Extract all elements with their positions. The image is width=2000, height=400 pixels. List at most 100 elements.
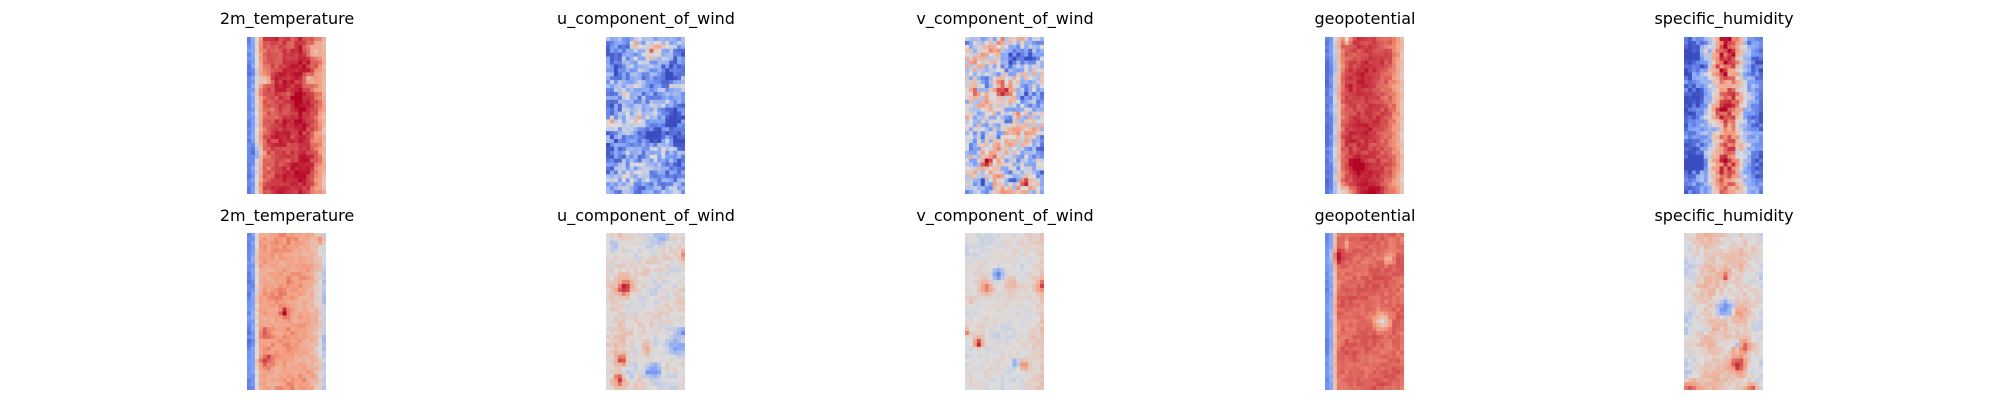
heatmap-cell	[1040, 76, 1044, 81]
heatmap-cell	[661, 40, 666, 46]
heatmap-cell	[1711, 119, 1716, 124]
heatmap-cell	[1711, 99, 1716, 105]
heatmap-cell	[247, 127, 252, 132]
heatmap-cell	[669, 84, 674, 89]
heatmap-cell	[992, 170, 997, 175]
heatmap-cell	[250, 107, 256, 112]
heatmap-cell	[258, 37, 264, 42]
heatmap-cell	[1731, 127, 1736, 132]
heatmap-cell	[1691, 174, 1697, 179]
heatmap-cell	[1388, 48, 1393, 54]
heatmap-cell	[254, 327, 260, 332]
heatmap-cell	[1731, 123, 1736, 128]
heatmap-cell	[657, 154, 662, 160]
heatmap-cell	[984, 146, 990, 152]
heatmap-cell	[1735, 190, 1740, 194]
heatmap-cell	[1747, 88, 1752, 93]
heatmap-cell	[247, 260, 252, 265]
heatmap-cell	[1344, 150, 1350, 156]
heatmap-cell	[965, 68, 970, 73]
heatmap-cell	[1727, 170, 1732, 175]
heatmap-cell	[1348, 48, 1354, 54]
heatmap-cell	[661, 178, 666, 183]
heatmap-cell	[1328, 135, 1334, 140]
heatmap-cell	[1340, 139, 1346, 144]
heatmap-cell	[673, 95, 678, 101]
heatmap-cell	[1759, 52, 1763, 58]
heatmap-cell	[677, 178, 682, 183]
heatmap-cell	[1368, 99, 1373, 105]
heatmap-cell	[972, 37, 978, 42]
heatmap-cell	[1364, 127, 1369, 132]
heatmap-cell	[681, 248, 685, 254]
heatmap-cell	[617, 182, 623, 187]
heatmap-cell	[657, 48, 662, 54]
heatmap-cell	[1325, 60, 1330, 65]
heatmap-cell	[1372, 48, 1377, 54]
heatmap-cell	[1040, 111, 1044, 116]
heatmap-cell	[665, 52, 670, 58]
heatmap-cell	[1352, 103, 1357, 109]
heatmap-cell	[1360, 178, 1365, 183]
heatmap-cell	[1684, 68, 1689, 73]
heatmap-cell	[1400, 135, 1404, 140]
heatmap-cell	[1360, 84, 1365, 89]
heatmap-cell	[306, 366, 311, 371]
heatmap-cell	[1723, 111, 1728, 116]
heatmap-cell	[649, 44, 654, 50]
heatmap-cell	[278, 323, 283, 328]
heatmap-cell	[294, 280, 299, 285]
heatmap-cell	[657, 190, 662, 194]
heatmap-cell	[314, 170, 319, 175]
heatmap-cell	[1731, 107, 1736, 112]
heatmap-cell	[1336, 72, 1342, 77]
heatmap-cell	[1016, 162, 1021, 167]
heatmap-cell	[258, 335, 264, 340]
heatmap-cell	[657, 158, 662, 163]
heatmap-cell	[278, 68, 283, 73]
heatmap-cell	[1707, 174, 1713, 179]
heatmap-cell	[1691, 190, 1697, 194]
heatmap-cell	[1695, 103, 1701, 109]
heatmap-cell	[258, 68, 264, 73]
heatmap-cell	[286, 244, 291, 250]
heatmap-cell	[988, 186, 994, 191]
heatmap-cell	[1759, 111, 1763, 116]
heatmap-cell	[645, 40, 650, 46]
heatmap-cell	[621, 252, 627, 257]
heatmap-cell	[1336, 131, 1342, 136]
heatmap-cell	[988, 91, 994, 97]
heatmap-cell	[609, 139, 615, 144]
heatmap-cell	[270, 139, 276, 144]
heatmap-cell	[972, 72, 978, 77]
heatmap-cell	[282, 256, 287, 261]
heatmap-cell	[250, 338, 256, 344]
heatmap-cell	[274, 146, 279, 152]
heatmap-cell	[972, 52, 978, 58]
heatmap-cell	[1759, 178, 1763, 183]
heatmap-cell	[1699, 84, 1705, 89]
heatmap-cell	[314, 68, 319, 73]
heatmap-cell	[1392, 142, 1397, 148]
heatmap-cell	[314, 378, 319, 383]
heatmap-cell	[1719, 166, 1724, 171]
heatmap-cell	[1695, 91, 1701, 97]
heatmap-cell	[606, 186, 611, 191]
heatmap-cell	[1695, 190, 1701, 194]
heatmap-cell	[322, 190, 326, 194]
heatmap-cell	[1008, 107, 1013, 112]
heatmap-cell	[649, 40, 654, 46]
heatmap-cell	[1735, 44, 1740, 50]
heatmap-cell	[278, 111, 283, 116]
heatmap-cell	[1707, 115, 1713, 120]
heatmap-cell	[274, 56, 279, 61]
heatmap-cell	[1344, 170, 1350, 175]
heatmap-cell	[1755, 170, 1760, 175]
heatmap-cell	[286, 186, 291, 191]
heatmap-cell	[1384, 139, 1389, 144]
heatmap-cell	[1036, 44, 1041, 50]
heatmap-cell	[1348, 103, 1354, 109]
heatmap-cell	[1364, 60, 1369, 65]
heatmap-cell	[310, 99, 315, 105]
heatmap-cell	[294, 335, 299, 340]
